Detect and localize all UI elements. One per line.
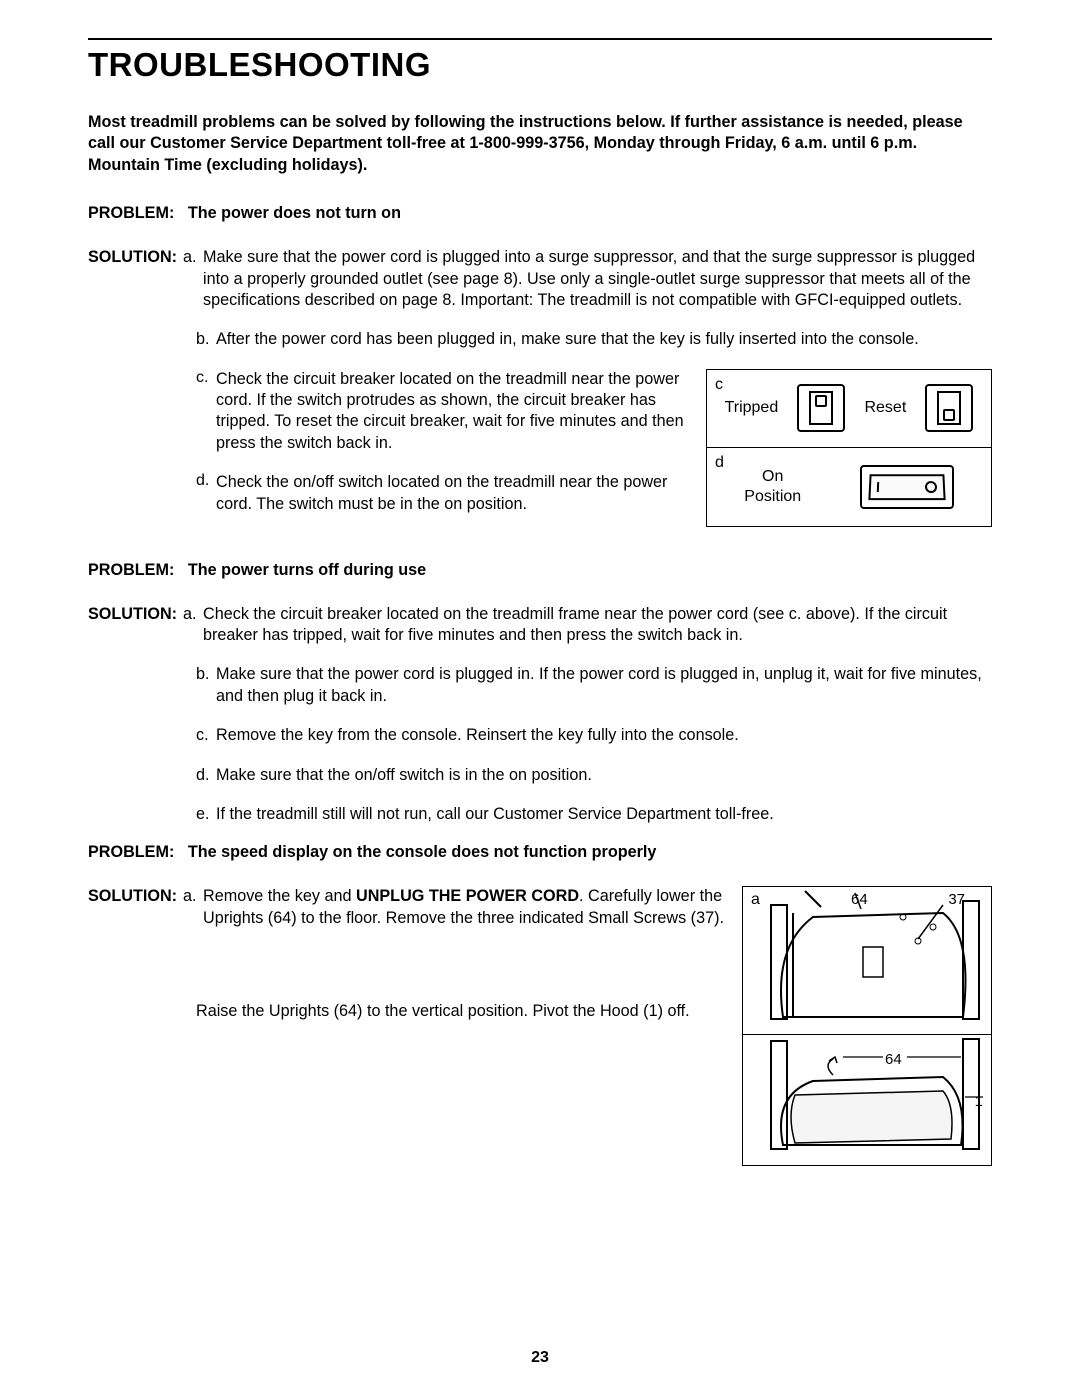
solution-label: SOLUTION: <box>88 247 177 311</box>
solution-2a-row: SOLUTION: a. Check the circuit breaker l… <box>88 604 992 647</box>
problem-label: PROBLEM: <box>88 843 174 861</box>
solution-3a2-text: Raise the Uprights (64) to the vertical … <box>196 1001 724 1022</box>
solution-label: SOLUTION: <box>88 604 177 647</box>
diagram-row-d: d On Position <box>707 448 991 526</box>
rocker-switch-icon <box>860 465 954 509</box>
diagram-d-letter: d <box>715 454 724 472</box>
solution-2a-text: Check the circuit breaker located on the… <box>203 604 992 647</box>
solution-2d-text: Make sure that the on/off switch is in t… <box>216 765 992 786</box>
solution-1b-block: b. After the power cord has been plugged… <box>196 329 992 350</box>
solution-1b-text: After the power cord has been plugged in… <box>216 329 992 350</box>
tripped-switch-icon <box>797 384 845 432</box>
top-divider <box>88 38 992 40</box>
position-label: Position <box>744 487 801 506</box>
treadmill-diagram: a 64 37 64 1 <box>742 886 992 1166</box>
on-label: On <box>744 467 801 486</box>
solution-3a-bold: UNPLUG THE POWER CORD <box>356 887 579 905</box>
solution-2b-text: Make sure that the power cord is plugged… <box>216 664 992 707</box>
solution-3a-row: SOLUTION: a. Remove the key and UNPLUG T… <box>88 886 992 1166</box>
solution-2c-text: Remove the key from the console. Reinser… <box>216 725 992 746</box>
item-letter: c. <box>196 369 216 455</box>
document-page: TROUBLESHOOTING Most treadmill problems … <box>0 0 1080 1397</box>
problem-2-heading: PROBLEM: The power turns off during use <box>88 561 992 580</box>
page-number: 23 <box>531 1349 549 1367</box>
solution-2e-text: If the treadmill still will not run, cal… <box>216 804 992 825</box>
treadmill-diagram-top: a 64 37 <box>743 887 991 1035</box>
problem-3-heading: PROBLEM: The speed display on the consol… <box>88 843 992 862</box>
problem-label: PROBLEM: <box>88 561 174 579</box>
item-letter: d. <box>196 765 216 786</box>
intro-paragraph: Most treadmill problems can be solved by… <box>88 112 992 176</box>
item-letter: a. <box>183 886 203 929</box>
solution-1a-row: SOLUTION: a. Make sure that the power co… <box>88 247 992 311</box>
diagram-c-letter: c <box>715 376 723 394</box>
reset-switch-icon <box>925 384 973 432</box>
circuit-breaker-diagram: c Tripped Reset d On Position <box>706 369 992 527</box>
problem-text: The speed display on the console does no… <box>188 843 657 861</box>
solution-3a-text: Remove the key and UNPLUG THE POWER CORD… <box>203 886 724 929</box>
reset-label: Reset <box>864 399 906 417</box>
solution-label: SOLUTION: <box>88 886 177 929</box>
item-letter: a. <box>183 604 203 647</box>
treadmill-bottom-svg <box>743 1035 993 1167</box>
problem-text: The power does not turn on <box>188 204 401 222</box>
diagram-row-c: c Tripped Reset <box>707 370 991 448</box>
item-letter: d. <box>196 472 216 515</box>
item-letter: b. <box>196 664 216 707</box>
problem-label: PROBLEM: <box>88 204 174 222</box>
item-letter: a. <box>183 247 203 311</box>
solution-1cd-row: c. Check the circuit breaker located on … <box>196 369 992 527</box>
problem-text: The power turns off during use <box>188 561 426 579</box>
solution-1c-text: Check the circuit breaker located on the… <box>216 369 688 455</box>
item-letter: b. <box>196 329 216 350</box>
item-letter: e. <box>196 804 216 825</box>
item-letter: c. <box>196 725 216 746</box>
page-title: TROUBLESHOOTING <box>88 46 992 84</box>
treadmill-diagram-bottom: 64 1 <box>743 1035 991 1167</box>
solution-1a-text: Make sure that the power cord is plugged… <box>203 247 992 311</box>
treadmill-top-svg <box>743 887 993 1035</box>
problem-1-heading: PROBLEM: The power does not turn on <box>88 204 992 223</box>
tripped-label: Tripped <box>725 399 779 417</box>
solution-1d-text: Check the on/off switch located on the t… <box>216 472 688 515</box>
solution-3a-pre: Remove the key and <box>203 887 356 905</box>
solution-2-rest: b. Make sure that the power cord is plug… <box>196 664 992 825</box>
